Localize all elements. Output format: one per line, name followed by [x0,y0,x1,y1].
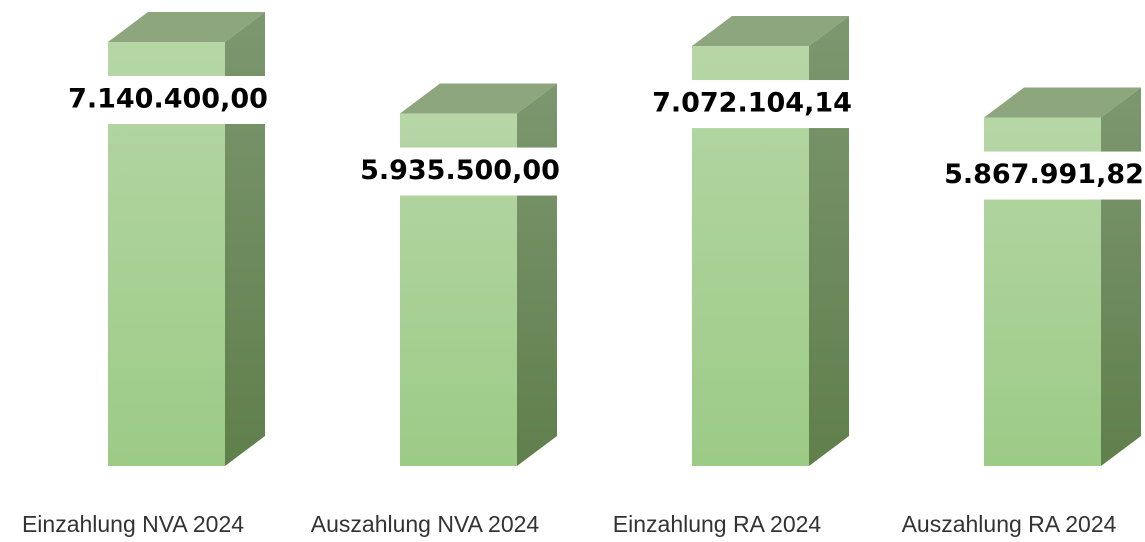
value-label: 7.140.400,00 [68,84,268,115]
value-label-box [354,147,566,196]
bar-side [517,83,557,466]
bar [400,83,557,466]
bar-side [809,16,849,466]
bar-top [692,16,849,47]
x-tick-label: Einzahlung RA 2024 [613,511,822,537]
bar-side [1101,87,1141,466]
x-tick-label: Auszahlung RA 2024 [902,511,1117,537]
value-label-box [938,151,1145,200]
x-tick-label: Einzahlung NVA 2024 [22,511,244,537]
value-label-box [646,80,858,129]
value-label-box [62,76,274,124]
value-label: 7.072.104,14 [652,88,852,119]
bar-top [984,87,1141,118]
bar-side [225,12,265,466]
value-label: 5.935.500,00 [360,155,560,186]
bar [984,87,1141,466]
x-tick-label: Auszahlung NVA 2024 [311,511,540,537]
bar-top [400,83,557,114]
value-label: 5.867.991,82 [944,159,1144,190]
bar-top [108,12,265,42]
